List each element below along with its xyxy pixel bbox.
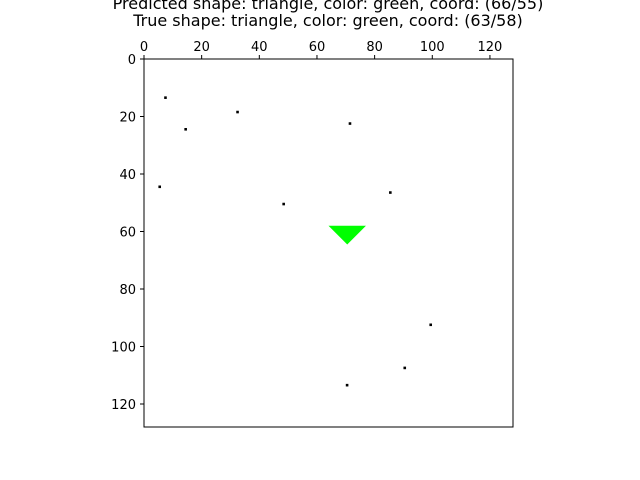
y-axis: 0 20 40 60 80 100 120 <box>111 53 144 413</box>
x-tick-label: 40 <box>251 40 268 55</box>
x-tick-label: 100 <box>420 40 445 55</box>
noise-pixel <box>345 383 349 387</box>
noise-pixel <box>184 128 187 131</box>
y-tick-label: 0 <box>128 53 136 68</box>
x-tick-label: 120 <box>478 40 503 55</box>
y-tick-label: 40 <box>119 168 136 183</box>
x-tick-label: 80 <box>366 40 383 55</box>
noise-pixel <box>348 122 352 125</box>
x-tick-label: 20 <box>193 40 210 55</box>
x-axis: 0 20 40 60 80 100 120 <box>140 40 502 59</box>
x-tick-label: 60 <box>309 40 326 55</box>
noise-pixel <box>158 185 162 189</box>
noise-pixel <box>403 366 407 370</box>
noise-pixel <box>429 323 432 327</box>
y-tick-label: 20 <box>119 111 136 126</box>
y-tick-label: 80 <box>119 283 136 298</box>
y-tick-label: 120 <box>111 398 136 413</box>
chart-title-line-2: True shape: triangle, color: green, coor… <box>132 11 523 30</box>
green-triangle-shape <box>328 225 366 245</box>
x-tick-label: 0 <box>140 40 148 55</box>
noise-pixel <box>236 110 239 114</box>
plot-frame <box>143 58 514 428</box>
noise-pixel <box>389 191 392 194</box>
plot-background <box>144 59 513 427</box>
image-pixels <box>158 96 432 387</box>
y-tick-label: 100 <box>111 341 136 356</box>
chart-title-line-1: Predicted shape: triangle, color: green,… <box>113 0 544 13</box>
noise-pixel <box>164 96 167 99</box>
noise-pixel <box>282 202 285 206</box>
y-tick-label: 60 <box>119 226 136 241</box>
